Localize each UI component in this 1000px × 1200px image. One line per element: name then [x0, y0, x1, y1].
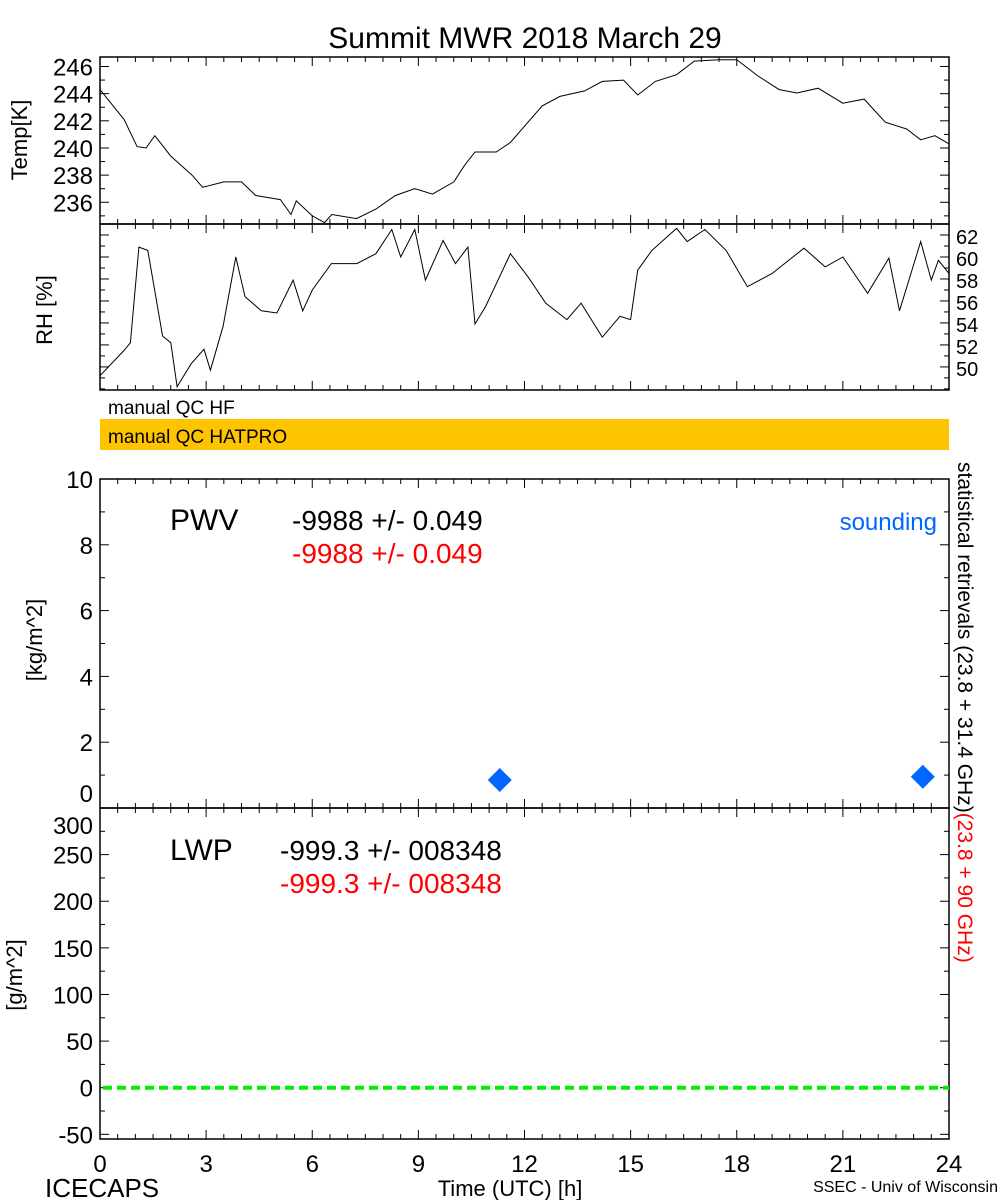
y-tick-label: 50	[66, 1029, 93, 1056]
y-tick-label: 246	[53, 55, 93, 82]
lwp-ylabel: [g/m^2]	[2, 939, 27, 1010]
y-tick-label: 56	[956, 293, 978, 315]
lwp-stats-black: -999.3 +/- 008348	[280, 835, 502, 866]
y-tick-label: 6	[80, 599, 93, 626]
y-tick-label: 52	[956, 337, 978, 359]
y-tick-label: 236	[53, 190, 93, 217]
temp-frame	[99, 56, 950, 225]
y-tick-label: 238	[53, 163, 93, 190]
rh-ylabel: RH [%]	[32, 275, 57, 345]
y-tick-label: 300	[53, 813, 93, 840]
sounding-diamond-marker	[910, 764, 935, 789]
y-tick-label: 58	[956, 271, 978, 293]
rh-series-line	[99, 227, 950, 389]
qc-hf-label: manual QC HF	[108, 398, 235, 419]
x-axis-label: Time (UTC) [h]	[438, 1176, 583, 1200]
pwv-label: PWV	[170, 504, 238, 537]
footer-ssec: SSEC - Univ of Wisconsin	[813, 1179, 998, 1196]
pwv-ylabel: [kg/m^2]	[22, 599, 47, 681]
y-tick-label: 0	[80, 781, 93, 808]
lwp-stats-red: -999.3 +/- 008348	[280, 868, 502, 899]
x-tick-label: 21	[830, 1151, 857, 1178]
x-tick-label: 15	[617, 1151, 644, 1178]
sounding-diamond-marker	[487, 768, 512, 793]
y-tick-label: 0	[80, 1076, 93, 1103]
x-tick-label: 24	[936, 1151, 963, 1178]
temp-ylabel: Temp[K]	[7, 100, 32, 181]
x-tick-label: 12	[511, 1151, 538, 1178]
lwp-panel: -50 0 50 100 150 200 250 300	[53, 807, 950, 1149]
y-tick-label: 2	[80, 730, 93, 757]
temp-series-line	[99, 59, 950, 224]
x-tick-label: 6	[306, 1151, 319, 1178]
right-label-red: (23.8 + 90 GHz)	[953, 813, 976, 963]
y-tick-label: 60	[956, 249, 978, 271]
qc-hatpro-bar	[100, 419, 949, 450]
y-tick-label: 200	[53, 889, 93, 916]
y-tick-label: 100	[53, 982, 93, 1009]
y-tick-label: 10	[66, 467, 93, 494]
y-tick-label: -50	[58, 1122, 93, 1149]
footer-icecaps: ICECAPS	[45, 1173, 159, 1200]
x-tick-label: 3	[199, 1151, 212, 1178]
x-tick-label: 0	[93, 1151, 106, 1178]
pwv-stats-red: -9988 +/- 0.049	[292, 538, 483, 569]
y-tick-label: 150	[53, 936, 93, 963]
x-tick-label: 9	[412, 1151, 425, 1178]
x-tick-label: 18	[723, 1151, 750, 1178]
chart-title: Summit MWR 2018 March 29	[328, 22, 721, 55]
y-tick-label: 54	[956, 315, 978, 337]
y-tick-label: 244	[53, 82, 93, 109]
qc-hatpro-label: manual QC HATPRO	[108, 427, 287, 448]
rh-frame	[99, 223, 950, 391]
right-label-black: statistical retrievals (23.8 + 31.4 GHz)	[953, 462, 976, 813]
right-axis-label: statistical retrievals (23.8 + 31.4 GHz)…	[953, 462, 976, 963]
lwp-label: LWP	[170, 834, 233, 867]
y-tick-label: 8	[80, 533, 93, 560]
y-tick-label: 240	[53, 136, 93, 163]
y-tick-label: 4	[80, 664, 93, 691]
legend-sounding: sounding	[840, 509, 937, 536]
x-tick-labels: 0 3 6 9 12 15 18 21 24	[93, 1151, 962, 1178]
y-tick-label: 50	[956, 359, 978, 381]
y-tick-label: 242	[53, 109, 93, 136]
y-tick-label: 250	[53, 843, 93, 870]
pwv-stats-black: -9988 +/- 0.049	[292, 505, 483, 536]
y-tick-label: 62	[956, 227, 978, 249]
